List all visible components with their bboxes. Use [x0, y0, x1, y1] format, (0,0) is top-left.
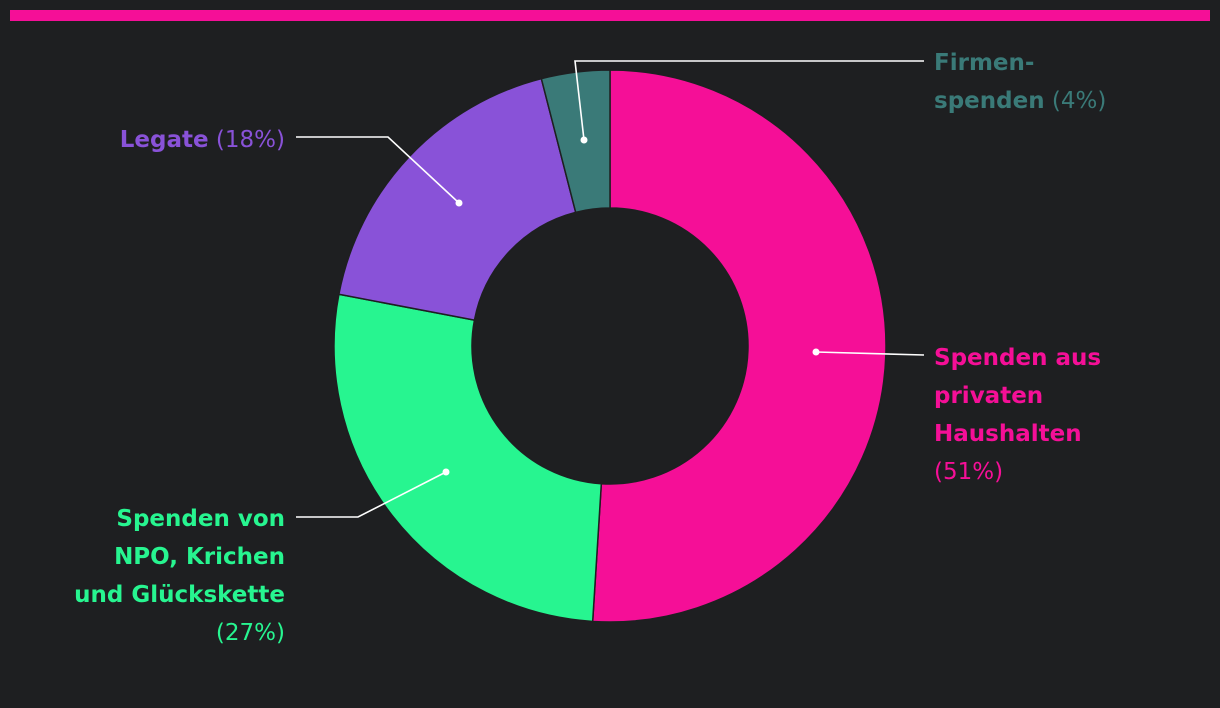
- leader-line-spenden-aus-privaten-haushalten: [815, 351, 925, 356]
- slice-label-spenden-von-npo-krichen-und-gl-ckskette: Spenden von NPO, Krichen und Glückskette (2…: [74, 506, 285, 646]
- slice-label-line: Spenden von: [116, 506, 285, 532]
- slice-firmen-spenden: [540, 69, 611, 214]
- leader-lines: [296, 60, 925, 518]
- slice-label-line: privaten: [934, 383, 1043, 409]
- slice-percent-label: (4%): [1045, 88, 1107, 114]
- slice-label-line: Haushalten: [934, 421, 1082, 447]
- leader-dot-firmen-spenden: [580, 136, 588, 144]
- slice-percent-label: (18%): [209, 127, 285, 153]
- slice-label-legate: Legate (18%): [120, 127, 285, 153]
- slice-label-firmen-spenden: Firmen-spenden (4%): [934, 50, 1106, 114]
- leader-line-spenden-von-npo-krichen-und-gl-ckskette: [296, 471, 447, 518]
- leader-line-legate: [296, 136, 460, 204]
- slice-labels: Spenden aus privaten Haushalten (51%)Spende…: [74, 50, 1106, 646]
- slice-label-line: Spenden aus: [934, 345, 1101, 371]
- slice-percent-label: (27%): [216, 620, 285, 646]
- slice-label-line: spenden: [934, 88, 1045, 114]
- slice-spenden-von-npo-krichen-und-gl-ckskette: [333, 293, 603, 623]
- slice-label-line: Firmen-: [934, 50, 1034, 76]
- donut-slices: [333, 69, 887, 623]
- leader-dot-legate: [455, 199, 463, 207]
- leader-dot-spenden-aus-privaten-haushalten: [812, 348, 820, 356]
- slice-label-line: NPO, Krichen: [114, 544, 285, 570]
- slice-legate: [338, 77, 577, 322]
- leader-dot-spenden-von-npo-krichen-und-gl-ckskette: [442, 468, 450, 476]
- slice-label-line: und Glückskette: [74, 582, 285, 608]
- top-accent-bar: [10, 10, 1210, 21]
- slice-label-line: Legate: [120, 127, 209, 153]
- slice-percent-label: (51%): [934, 459, 1003, 485]
- slice-label-spenden-aus-privaten-haushalten: Spenden aus privaten Haushalten (51%): [934, 345, 1101, 485]
- slice-spenden-aus-privaten-haushalten: [591, 69, 887, 623]
- leader-line-firmen-spenden: [574, 60, 924, 141]
